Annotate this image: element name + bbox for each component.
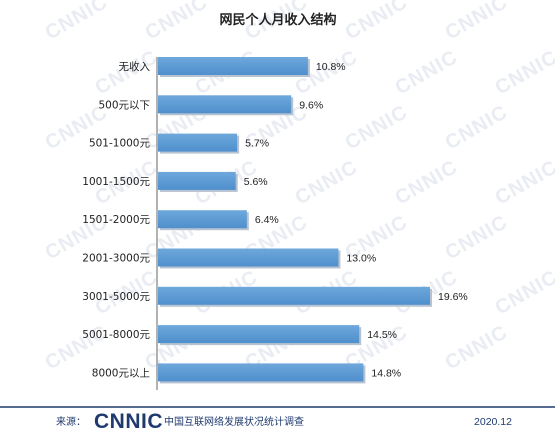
report-date: 2020.12 — [474, 416, 512, 428]
category-label: 5001-8000元 — [82, 329, 150, 341]
value-label: 13.0% — [346, 253, 376, 265]
value-label: 19.6% — [438, 291, 468, 303]
category-label: 3001-5000元 — [82, 291, 150, 303]
watermark-text: CNNIC — [442, 101, 512, 154]
watermark-text: CNNIC — [442, 0, 512, 44]
source-label: 来源： — [56, 415, 86, 428]
bar — [158, 286, 430, 305]
watermark-text: CNNIC — [492, 156, 555, 209]
watermark-text: CNNIC — [342, 101, 412, 154]
watermark-text: CNNIC — [442, 211, 512, 264]
value-label: 5.6% — [244, 176, 268, 188]
bar — [158, 171, 236, 190]
category-label: 2001-3000元 — [82, 253, 150, 265]
watermark-text: CNNIC — [492, 46, 555, 99]
watermark-text: CNNIC — [392, 46, 462, 99]
category-label: 1501-2000元 — [82, 214, 150, 226]
cnnic-logo-text: CNNIC — [94, 410, 163, 433]
watermark-text: CNNIC — [42, 0, 112, 44]
bars-layer: 无收入 10.8% 500元以下 9.6% 501-1000元 5.7% 1001-1500… — [82, 57, 468, 384]
survey-name: 中国互联网络发展状况统计调查 — [164, 415, 304, 428]
category-label: 1001-1500元 — [82, 176, 150, 188]
category-label: 501-1000元 — [89, 138, 151, 150]
bar — [158, 57, 308, 75]
watermark-text: CNNIC — [292, 156, 362, 209]
footer: 来源： CNNIC 中国互联网络发展状况统计调查 2020.12 — [0, 406, 555, 433]
category-label: 8000元以上 — [92, 367, 150, 379]
value-label: 9.6% — [299, 99, 323, 111]
watermark-text: CNNIC — [142, 0, 212, 44]
value-label: 10.8% — [316, 61, 346, 73]
watermark-text: CNNIC — [342, 0, 412, 44]
value-label: 14.8% — [371, 367, 401, 379]
bar — [158, 133, 238, 152]
watermark-text: CNNIC — [442, 321, 512, 374]
chart-title: 网民个人月收入结构 — [219, 12, 336, 28]
value-label: 5.7% — [245, 138, 269, 150]
bar — [158, 210, 247, 229]
bar — [158, 325, 360, 344]
bar — [158, 363, 364, 382]
watermark-text: CNNIC — [492, 266, 555, 319]
value-label: 6.4% — [255, 214, 279, 226]
cnnic-logo: CNNIC — [94, 410, 163, 433]
category-label: 500元以下 — [98, 99, 150, 111]
watermark-text: CNNIC — [392, 156, 462, 209]
bar — [158, 248, 339, 267]
value-label: 14.5% — [367, 329, 397, 341]
category-label: 无收入 — [119, 60, 151, 73]
bar — [158, 95, 292, 114]
